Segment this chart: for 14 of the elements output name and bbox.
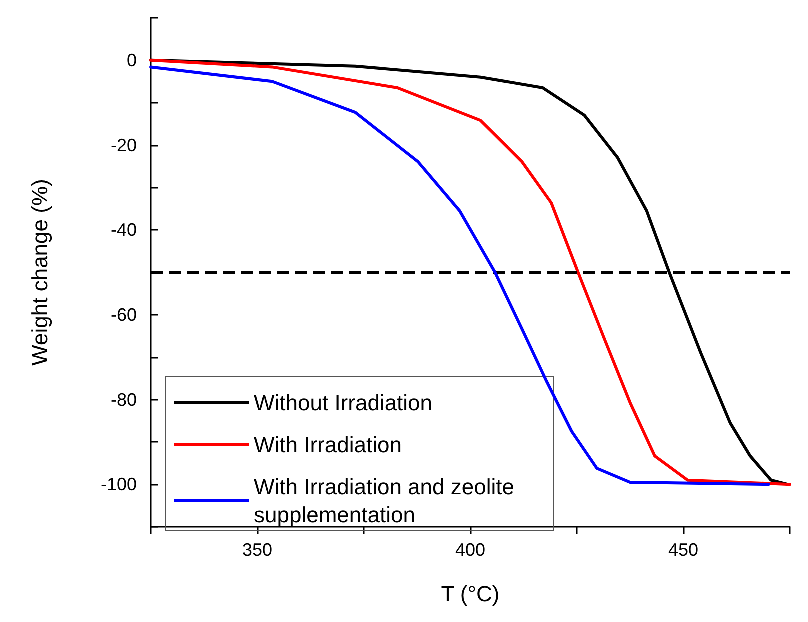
y-tick-label: -20 — [110, 135, 137, 156]
x-tick-label: 350 — [242, 540, 273, 560]
legend-label: With Irradiation and zeolite supplementation — [254, 474, 521, 528]
legend-label: Without Irradiation — [254, 390, 433, 416]
x-tick-label: 450 — [668, 540, 699, 560]
x-axis-title: T (°C) — [441, 582, 500, 606]
y-tick-label: -60 — [110, 304, 137, 325]
x-tick-label: 400 — [455, 540, 486, 560]
y-tick-label: -80 — [110, 390, 137, 410]
y-axis-title: Weight change (%) — [28, 179, 52, 366]
y-tick-label: 0 — [126, 50, 137, 70]
y-tick-label: -40 — [110, 220, 137, 240]
y-tick-label: -100 — [100, 474, 137, 495]
legend-label: With Irradiation — [254, 432, 402, 458]
